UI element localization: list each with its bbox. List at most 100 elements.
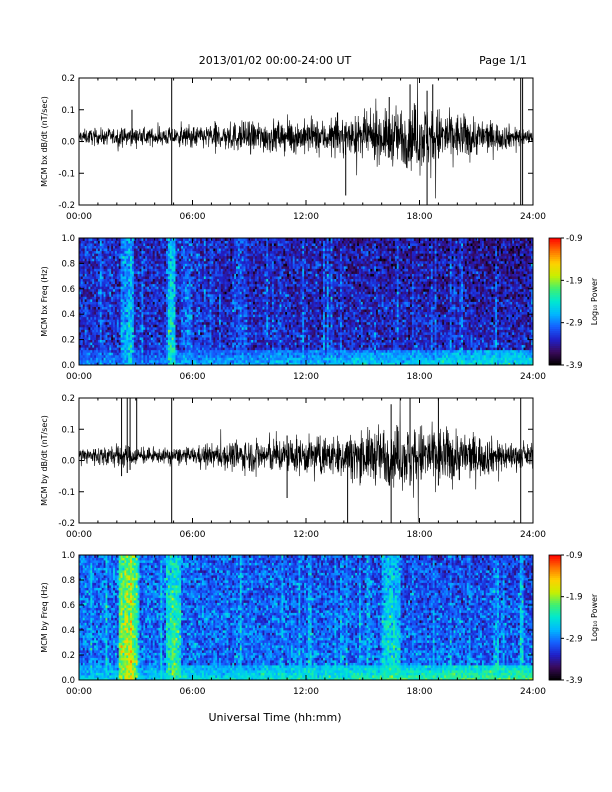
heatmap-cell [101,281,104,285]
heatmap-cell [226,240,229,244]
heatmap-cell [131,311,135,315]
heatmap-cell [147,349,150,353]
heatmap-cell [198,304,201,307]
heatmap-cell [183,321,186,325]
heatmap-cell [222,283,226,287]
heatmap-cell [179,316,182,320]
heatmap-cell [99,337,103,340]
heatmap-cell [147,268,150,272]
heatmap-cell [207,293,210,297]
heatmap-cell [218,309,222,313]
heatmap-cell [150,243,154,247]
heatmap-cell [156,316,159,320]
heatmap-cell [109,324,112,328]
heatmap-cell [114,337,118,340]
heatmap-cell [137,352,140,356]
heatmap-cell [183,248,186,252]
heatmap-cell [103,263,106,267]
heatmap-cell [226,293,229,297]
heatmap-cell [133,326,137,330]
heatmap-cell [101,329,104,333]
heatmap-cell [128,347,131,351]
heatmap-cell [113,326,116,330]
heatmap-cell [113,245,116,249]
heatmap-cell [124,331,127,335]
heatmap-cell [128,306,131,310]
heatmap-cell [143,265,146,269]
heatmap-cell [86,268,89,272]
heatmap-cell [220,248,224,252]
heatmap-cell [107,357,110,361]
heatmap-cell [160,349,163,353]
heatmap-cell [167,306,171,310]
heatmap-cell [217,283,220,287]
heatmap-cell [169,286,173,290]
heatmap-cell [84,286,87,290]
heatmap-cell [224,359,227,363]
heatmap-cell [224,349,227,353]
heatmap-cell [154,298,157,302]
heatmap-cell [220,349,224,353]
heatmap-cell [101,291,104,295]
heatmap-cell [128,293,131,297]
heatmap-cell [150,248,154,252]
heatmap-cell [211,291,214,295]
heatmap-cell [230,316,233,320]
heatmap-cell [109,344,112,348]
heatmap-cell [145,255,148,259]
heatmap-cell [207,298,210,302]
heatmap-cell [218,245,222,249]
heatmap-cell [114,347,118,351]
heatmap-cell [147,337,150,340]
heatmap-cell [218,271,222,274]
heatmap-cell [135,265,139,269]
heatmap-cell [201,344,205,348]
heatmap-cell [200,304,203,307]
heatmap-cell [99,339,103,343]
heatmap-cell [200,276,203,280]
heatmap-cell [162,260,165,264]
heatmap-cell [186,253,190,257]
heatmap-cell [126,293,129,297]
heatmap-cell [179,291,182,295]
heatmap-cell [200,240,203,244]
heatmap-cell [133,271,137,274]
heatmap-cell [209,273,212,277]
heatmap-cell [213,293,216,297]
heatmap-cell [205,337,209,340]
heatmap-cell [183,238,186,241]
heatmap-cell [143,296,146,300]
heatmap-cell [196,311,199,315]
heatmap-cell [179,321,182,325]
heatmap-cell [194,347,197,351]
heatmap-cell [156,339,159,343]
x-axis-title: Universal Time (hh:mm) [209,711,342,724]
heatmap-cell [215,347,218,351]
heatmap-cell [130,288,133,292]
heatmap-cell [194,293,197,297]
heatmap-cell [79,276,82,280]
heatmap-cell [96,326,99,330]
heatmap-cell [162,271,165,274]
heatmap-cell [154,278,157,282]
heatmap-cell [186,321,190,325]
heatmap-cell [213,314,216,318]
heatmap-cell [145,329,148,333]
heatmap-cell [184,265,188,269]
heatmap-cell [194,250,197,254]
heatmap-cell [126,349,129,353]
heatmap-cell [207,334,210,338]
heatmap-cell [80,276,84,280]
heatmap-cell [147,342,150,346]
heatmap-cell [156,334,159,338]
heatmap-cell [120,283,123,287]
heatmap-cell [86,331,89,335]
heatmap-cell [203,331,207,335]
heatmap-cell [196,288,199,292]
heatmap-cell [228,304,231,307]
heatmap-cell [116,265,120,269]
heatmap-cell [190,301,193,305]
heatmap-cell [133,329,137,333]
heatmap-cell [105,271,108,274]
heatmap-cell [184,278,188,282]
